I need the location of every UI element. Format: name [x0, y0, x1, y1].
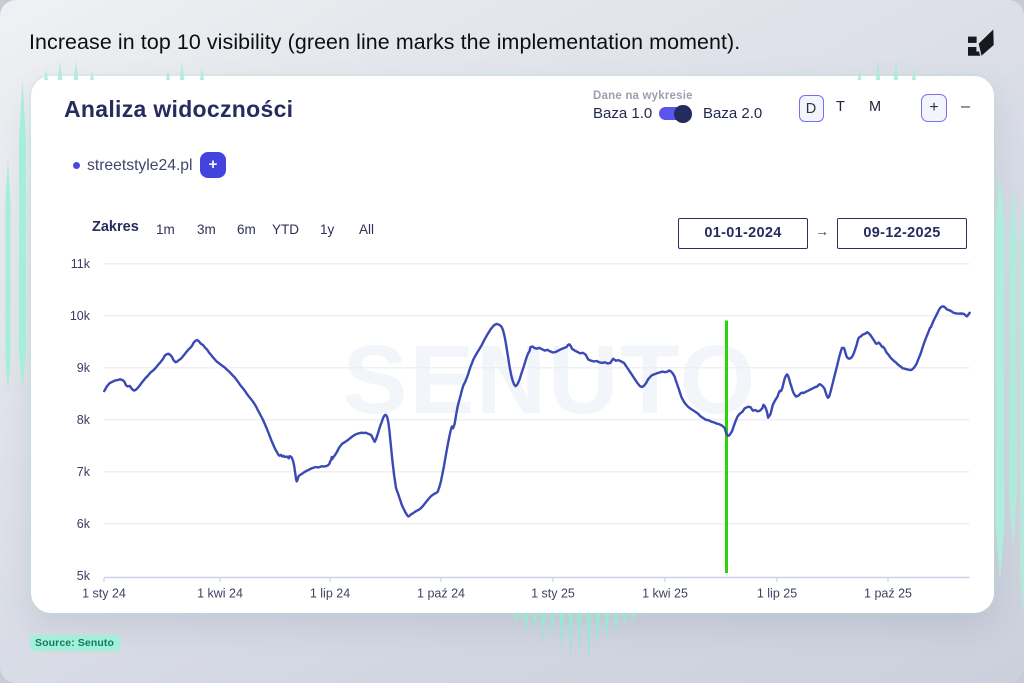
svg-text:1 paź 24: 1 paź 24 [417, 587, 465, 601]
svg-text:10k: 10k [70, 309, 91, 323]
svg-text:6k: 6k [77, 517, 91, 531]
svg-text:1 kwi 24: 1 kwi 24 [197, 587, 243, 601]
svg-text:1 sty 25: 1 sty 25 [531, 587, 575, 601]
svg-text:1 sty 24: 1 sty 24 [82, 587, 126, 601]
svg-text:1 paź 25: 1 paź 25 [864, 587, 912, 601]
svg-text:5k: 5k [77, 569, 91, 583]
svg-text:1 lip 24: 1 lip 24 [310, 587, 350, 601]
svg-text:1 kwi 25: 1 kwi 25 [642, 587, 688, 601]
svg-text:1 lip 25: 1 lip 25 [757, 587, 797, 601]
svg-text:8k: 8k [77, 413, 91, 427]
svg-text:11k: 11k [71, 257, 91, 271]
svg-text:9k: 9k [77, 361, 91, 375]
svg-text:SENUTO: SENUTO [343, 325, 757, 434]
svg-text:7k: 7k [77, 465, 91, 479]
